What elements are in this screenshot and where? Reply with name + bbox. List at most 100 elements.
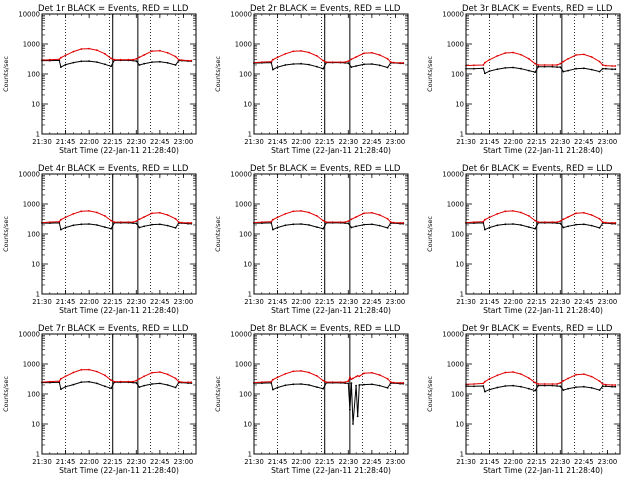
data-point-lld	[325, 61, 328, 63]
data-point-lld	[605, 383, 607, 386]
x-tick-label: 22:45	[150, 298, 170, 306]
x-tick-label: 22:00	[503, 458, 523, 466]
data-point-lld	[72, 371, 75, 374]
x-tick-label: 21:45	[56, 458, 76, 466]
data-point-events	[363, 63, 365, 66]
data-point-lld	[520, 53, 522, 56]
panel-det-2r: Det 2r BLACK = Events, RED = LLD Counts/s…	[214, 4, 409, 155]
data-point-events	[358, 384, 361, 386]
data-point-lld	[598, 380, 601, 382]
data-point-events	[174, 227, 177, 229]
data-point-events	[166, 224, 169, 227]
panel-det-4r: Det 4r BLACK = Events, RED = LLD Counts/s…	[2, 164, 197, 315]
data-point-lld	[347, 380, 350, 382]
y-tick-label: 10000	[230, 11, 252, 19]
data-point-lld	[556, 64, 558, 66]
data-point-events	[159, 60, 161, 63]
data-point-events	[80, 223, 83, 226]
data-point-lld	[344, 381, 346, 383]
series-line-events	[253, 62, 404, 71]
data-point-events	[575, 386, 577, 388]
data-point-lld	[88, 368, 90, 371]
data-point-events	[64, 385, 67, 388]
data-point-lld	[378, 54, 381, 56]
y-tick-label: 10	[31, 101, 40, 109]
data-point-events	[355, 384, 357, 387]
data-point-events	[151, 383, 153, 385]
data-point-events	[276, 226, 279, 229]
data-point-lld	[331, 221, 334, 224]
data-point-lld	[104, 215, 106, 217]
data-point-lld	[113, 58, 116, 61]
data-point-events	[496, 224, 499, 227]
data-point-events	[284, 64, 287, 66]
data-point-lld	[528, 215, 530, 217]
data-point-events	[350, 382, 353, 384]
x-tick-label: 21:45	[480, 298, 500, 306]
data-point-lld	[567, 216, 569, 218]
data-point-lld	[177, 58, 180, 61]
data-point-events	[276, 66, 279, 68]
data-point-events	[300, 223, 302, 225]
data-point-lld	[96, 211, 98, 214]
x-axis-label: Start Time (22-Jan-11 21:28:40)	[59, 146, 179, 155]
data-point-events	[551, 65, 554, 68]
x-tick-label: 22:45	[150, 458, 170, 466]
data-point-lld	[64, 375, 67, 378]
data-point-lld	[482, 382, 485, 385]
data-point-lld	[393, 61, 395, 64]
data-point-lld	[583, 53, 585, 56]
y-tick-label: 100	[27, 71, 40, 79]
data-point-events	[488, 70, 491, 72]
data-point-lld	[261, 61, 263, 63]
data-point-lld	[316, 215, 318, 217]
data-point-lld	[339, 61, 342, 63]
data-point-lld	[559, 220, 562, 223]
data-point-events	[567, 69, 569, 72]
x-tick-label: 23:00	[386, 298, 406, 306]
data-point-events	[537, 65, 540, 68]
data-point-events	[590, 68, 593, 71]
data-point-events	[598, 227, 601, 229]
x-axis-label: Start Time (22-Jan-11 21:28:40)	[271, 146, 391, 155]
data-point-events	[300, 383, 302, 385]
data-point-lld	[272, 218, 274, 221]
data-point-lld	[60, 218, 62, 221]
data-point-lld	[482, 220, 485, 223]
x-tick-label: 22:15	[527, 138, 547, 146]
y-tick-label: 100	[451, 71, 464, 79]
data-point-lld	[537, 64, 540, 66]
data-point-lld	[559, 382, 562, 384]
data-point-lld	[166, 51, 169, 54]
data-point-events	[96, 224, 98, 226]
data-point-lld	[482, 64, 485, 66]
data-point-lld	[399, 222, 401, 224]
data-point-events	[371, 63, 373, 65]
data-point-events	[58, 222, 61, 224]
data-point-lld	[119, 380, 122, 383]
data-point-events	[512, 384, 514, 387]
data-point-lld	[344, 61, 346, 63]
y-axis-label: Counts/sec	[214, 376, 222, 412]
data-point-events	[292, 63, 295, 65]
data-point-lld	[520, 373, 522, 375]
data-point-lld	[284, 212, 287, 215]
data-point-events	[504, 385, 507, 387]
data-point-lld	[614, 384, 617, 386]
data-point-events	[350, 226, 353, 229]
panel-det-3r: Det 3r BLACK = Events, RED = LLD Counts/s…	[426, 4, 621, 155]
data-point-events	[72, 61, 75, 64]
y-tick-label: 100	[451, 231, 464, 239]
data-point-lld	[556, 383, 558, 385]
data-point-lld	[537, 383, 540, 385]
data-point-lld	[58, 58, 61, 61]
data-point-lld	[605, 64, 607, 67]
data-point-events	[135, 382, 138, 384]
data-point-lld	[135, 57, 138, 60]
data-point-lld	[363, 52, 365, 55]
data-point-lld	[300, 210, 302, 212]
data-point-events	[363, 223, 365, 226]
data-point-lld	[64, 216, 67, 219]
data-point-events	[135, 60, 138, 62]
data-point-lld	[187, 59, 190, 62]
